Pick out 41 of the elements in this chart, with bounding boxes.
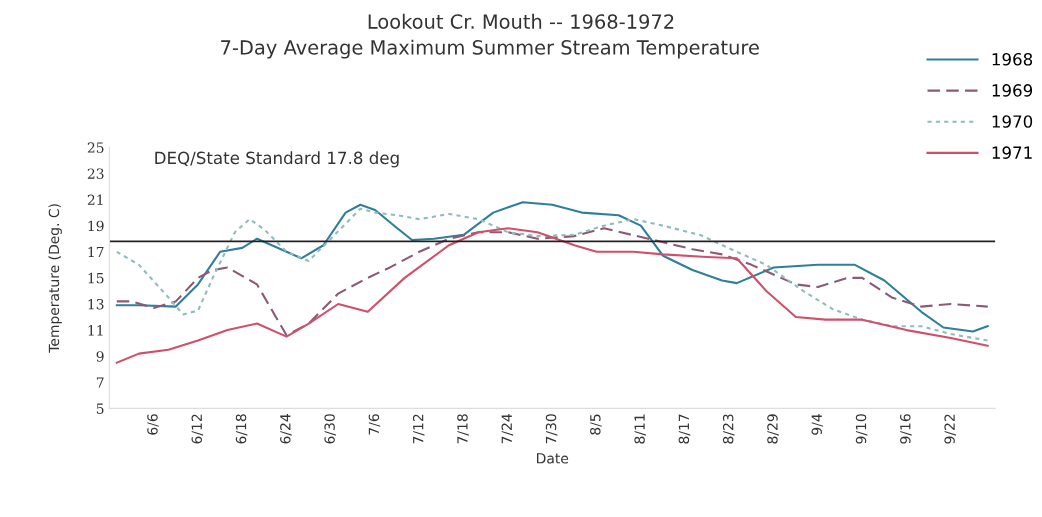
y-tick-label: 21 (87, 194, 103, 205)
x-tick-label: 6/12 (191, 414, 204, 444)
x-tick-label: 8/11 (634, 414, 646, 444)
y-axis-title: Temperature (Deg. C) (48, 204, 62, 353)
legend-label: 1968 (992, 52, 1033, 66)
x-axis-title: Date (537, 453, 569, 464)
y-tick-label: 5 (96, 403, 104, 414)
x-tick-label: 8/17 (678, 414, 691, 444)
x-tick-label: 8/29 (767, 414, 779, 444)
chart-title: Lookout Cr. Mouth -- 1968-1972 (368, 13, 674, 29)
x-tick-label: 6/30 (324, 414, 336, 444)
x-tick-label: 7/24 (501, 414, 514, 444)
x-tick-label: 6/18 (235, 414, 248, 444)
line-series (115, 227, 989, 364)
x-tick-label: 8/23 (722, 414, 735, 444)
x-tick-label: 8/5 (590, 414, 602, 435)
x-tick-label: 9/4 (811, 414, 824, 435)
legend-label: 1970 (992, 115, 1033, 128)
y-tick-label: 11 (88, 325, 103, 336)
x-tick-label: 7/30 (545, 414, 558, 444)
legend-label: 1969 (992, 84, 1033, 97)
x-tick-label: 7/6 (368, 414, 381, 435)
annotation: DEQ/State Standard 17.8 deg (155, 151, 399, 168)
x-tick-label: 9/16 (900, 414, 912, 444)
y-tick-label: 19 (88, 220, 104, 232)
legend-label: 1971 (992, 146, 1032, 159)
x-tick-label: 9/10 (855, 414, 868, 444)
chart-subtitle: 7-Day Average Maximum Summer Stream Temperature (221, 39, 759, 59)
y-tick-label: 15 (88, 272, 104, 284)
y-tick-label: 23 (87, 168, 104, 179)
line-series (115, 227, 989, 337)
y-tick-label: 17 (88, 246, 104, 258)
y-tick-label: 7 (96, 377, 104, 388)
y-tick-label: 13 (88, 298, 104, 310)
y-tick-label: 9 (96, 351, 104, 362)
x-tick-label: 7/18 (457, 414, 469, 444)
x-tick-label: 6/6 (147, 414, 159, 435)
x-tick-label: 6/24 (280, 414, 292, 444)
x-tick-label: 7/12 (412, 414, 425, 444)
x-tick-label: 9/22 (944, 414, 956, 444)
y-tick-label: 25 (87, 142, 104, 153)
